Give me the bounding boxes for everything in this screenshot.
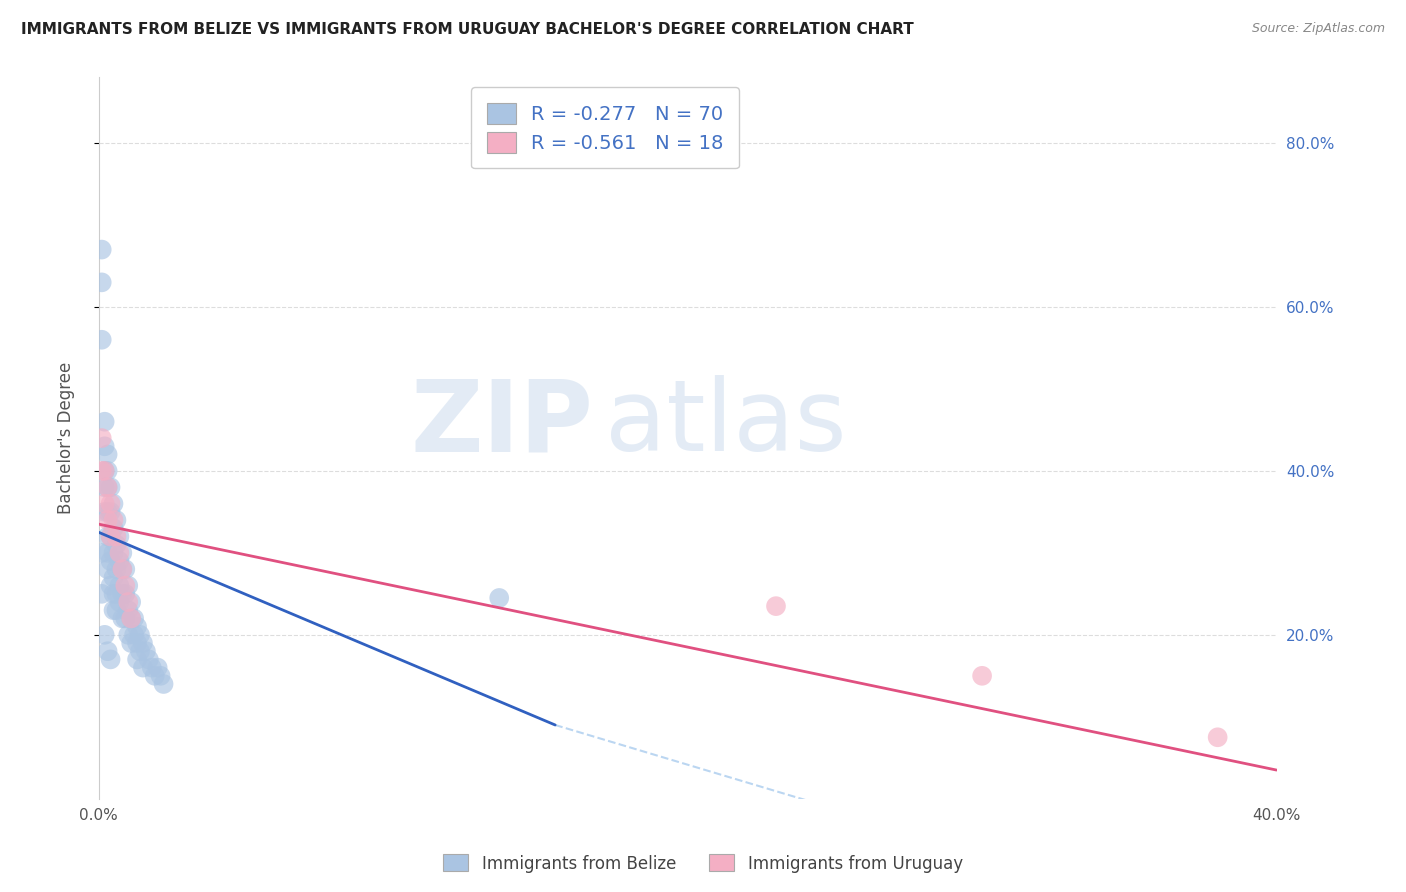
Point bbox=[138, 652, 160, 666]
Point bbox=[93, 439, 115, 453]
Point bbox=[97, 480, 120, 494]
Point bbox=[105, 562, 128, 576]
Point bbox=[100, 505, 122, 519]
Point bbox=[90, 587, 112, 601]
Point bbox=[97, 505, 120, 519]
Point bbox=[90, 276, 112, 290]
Point bbox=[111, 562, 134, 576]
Point bbox=[114, 579, 136, 593]
Point bbox=[117, 595, 139, 609]
Point bbox=[90, 464, 112, 478]
Point bbox=[90, 243, 112, 257]
Point bbox=[108, 546, 131, 560]
Point bbox=[132, 636, 155, 650]
Point bbox=[111, 546, 134, 560]
Point bbox=[111, 611, 134, 625]
Point bbox=[125, 636, 148, 650]
Point bbox=[97, 562, 120, 576]
Point bbox=[103, 497, 125, 511]
Point bbox=[972, 669, 994, 683]
Text: atlas: atlas bbox=[605, 376, 846, 472]
Legend: R = -0.277   N = 70, R = -0.561   N = 18: R = -0.277 N = 70, R = -0.561 N = 18 bbox=[471, 87, 740, 169]
Point bbox=[125, 619, 148, 633]
Point bbox=[105, 603, 128, 617]
Point bbox=[1206, 731, 1229, 745]
Point bbox=[100, 579, 122, 593]
Point bbox=[97, 644, 120, 658]
Point bbox=[120, 611, 142, 625]
Point bbox=[100, 529, 122, 543]
Point bbox=[152, 677, 174, 691]
Point bbox=[93, 497, 115, 511]
Point bbox=[97, 513, 120, 527]
Point bbox=[120, 636, 142, 650]
Point bbox=[488, 591, 510, 605]
Point bbox=[93, 628, 115, 642]
Point bbox=[108, 579, 131, 593]
Point bbox=[93, 464, 115, 478]
Point bbox=[111, 562, 134, 576]
Point bbox=[105, 529, 128, 543]
Point bbox=[114, 587, 136, 601]
Point bbox=[100, 652, 122, 666]
Point bbox=[103, 521, 125, 535]
Text: Source: ZipAtlas.com: Source: ZipAtlas.com bbox=[1251, 22, 1385, 36]
Point bbox=[146, 660, 169, 674]
Point bbox=[108, 595, 131, 609]
Point bbox=[108, 529, 131, 543]
Point bbox=[122, 628, 145, 642]
Point bbox=[105, 587, 128, 601]
Point bbox=[105, 513, 128, 527]
Point bbox=[97, 464, 120, 478]
Y-axis label: Bachelor's Degree: Bachelor's Degree bbox=[58, 362, 75, 514]
Point bbox=[103, 546, 125, 560]
Point bbox=[97, 546, 120, 560]
Point bbox=[93, 464, 115, 478]
Point bbox=[129, 644, 152, 658]
Point bbox=[111, 587, 134, 601]
Point bbox=[114, 562, 136, 576]
Point bbox=[97, 448, 120, 462]
Point bbox=[90, 333, 112, 347]
Point bbox=[132, 660, 155, 674]
Point bbox=[117, 603, 139, 617]
Point bbox=[97, 529, 120, 543]
Point bbox=[100, 529, 122, 543]
Point bbox=[117, 579, 139, 593]
Point bbox=[93, 480, 115, 494]
Point bbox=[90, 431, 112, 445]
Point bbox=[100, 497, 122, 511]
Point bbox=[103, 603, 125, 617]
Point bbox=[108, 554, 131, 568]
Point bbox=[100, 480, 122, 494]
Point bbox=[105, 538, 128, 552]
Point bbox=[149, 669, 172, 683]
Point bbox=[135, 644, 157, 658]
Point bbox=[103, 587, 125, 601]
Point bbox=[93, 505, 115, 519]
Text: IMMIGRANTS FROM BELIZE VS IMMIGRANTS FROM URUGUAY BACHELOR'S DEGREE CORRELATION : IMMIGRANTS FROM BELIZE VS IMMIGRANTS FRO… bbox=[21, 22, 914, 37]
Point bbox=[103, 513, 125, 527]
Point bbox=[129, 628, 152, 642]
Point bbox=[103, 570, 125, 584]
Point bbox=[122, 611, 145, 625]
Text: ZIP: ZIP bbox=[411, 376, 593, 472]
Point bbox=[120, 611, 142, 625]
Point bbox=[90, 546, 112, 560]
Point bbox=[97, 480, 120, 494]
Point bbox=[125, 652, 148, 666]
Point bbox=[93, 415, 115, 429]
Point bbox=[120, 595, 142, 609]
Legend: Immigrants from Belize, Immigrants from Uruguay: Immigrants from Belize, Immigrants from … bbox=[437, 847, 969, 880]
Point bbox=[141, 660, 163, 674]
Point bbox=[100, 554, 122, 568]
Point bbox=[117, 628, 139, 642]
Point bbox=[765, 599, 787, 614]
Point bbox=[143, 669, 166, 683]
Point bbox=[114, 611, 136, 625]
